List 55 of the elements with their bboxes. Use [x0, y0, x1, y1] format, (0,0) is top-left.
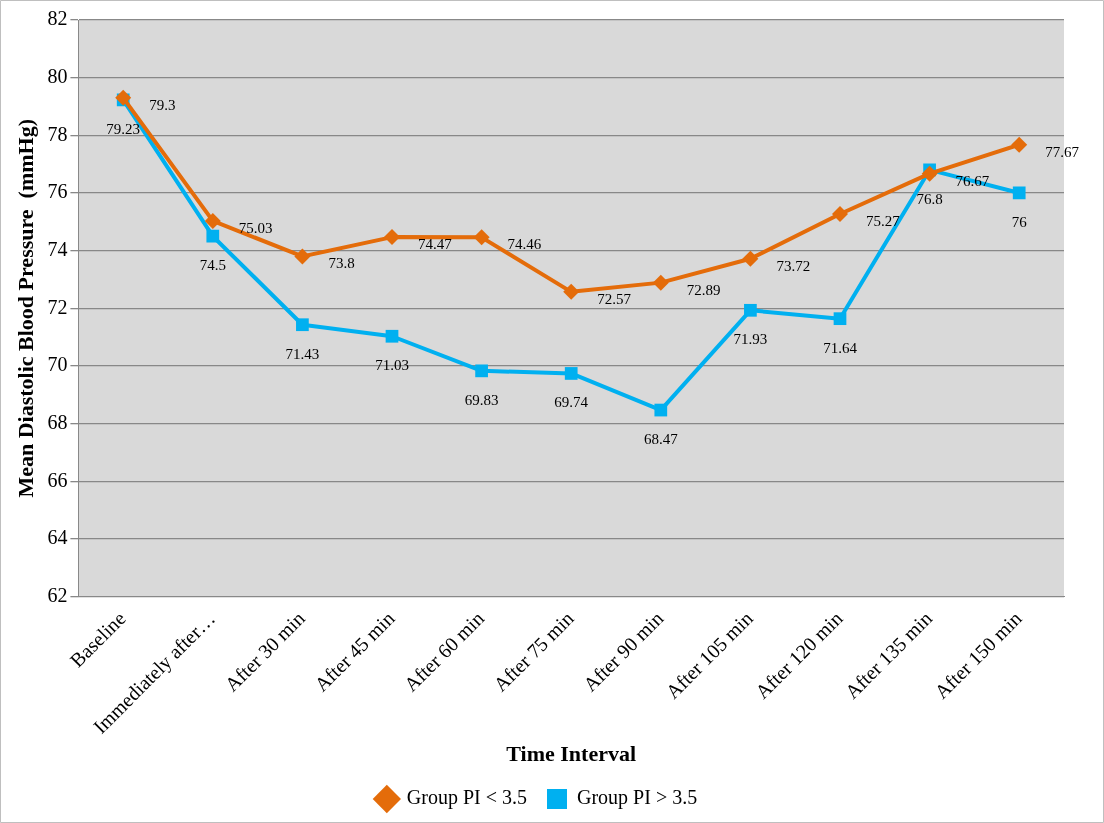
y-tick-label: 74	[47, 237, 68, 260]
data-label: 75.03	[238, 219, 273, 236]
data-label: 71.64	[823, 339, 858, 356]
point	[654, 403, 668, 417]
legend-label: Group PI < 3.5	[406, 786, 528, 810]
point	[564, 367, 578, 380]
y-tick-label: 72	[47, 295, 68, 318]
data-label: 72.57	[597, 290, 632, 307]
data-label: 79.3	[149, 96, 176, 113]
y-tick-label: 62	[47, 583, 68, 606]
point	[833, 312, 847, 326]
data-label: 79.23	[106, 120, 141, 137]
point	[921, 165, 938, 182]
x-axis-title: Time Interval	[506, 741, 637, 767]
y-tick-label: 76	[47, 180, 68, 203]
point	[563, 283, 580, 300]
data-label: 69.83	[464, 391, 499, 408]
data-label: 74.5	[199, 257, 226, 274]
point	[1011, 136, 1028, 153]
data-label: 69.74	[554, 394, 589, 411]
point	[473, 229, 490, 246]
data-label: 71.43	[285, 345, 320, 362]
y-tick-label: 64	[47, 526, 68, 549]
data-label: 76	[1011, 213, 1028, 230]
point	[744, 303, 757, 317]
y-tick-label: 80	[47, 64, 68, 87]
y-tick-label: 68	[47, 410, 68, 433]
point	[475, 364, 488, 378]
y-axis-title: Mean Diastolic Blood Pressure (mmHg)	[12, 118, 38, 498]
point	[206, 229, 220, 243]
point	[385, 329, 399, 343]
point	[1012, 186, 1026, 200]
point	[204, 212, 221, 229]
legend-label: Group PI > 3.5	[577, 786, 698, 810]
point	[832, 206, 848, 223]
data-label: 74.47	[418, 236, 453, 253]
data-label: 76.8	[916, 190, 943, 207]
data-label: 72.89	[686, 281, 721, 298]
point	[742, 250, 759, 267]
data-label: 77.67	[1045, 143, 1080, 160]
point	[115, 89, 132, 106]
data-label: 68.47	[643, 430, 679, 447]
point	[294, 248, 311, 265]
point	[652, 274, 669, 291]
data-label: 73.8	[328, 255, 355, 272]
data-label: 71.03	[375, 357, 409, 374]
y-tick-label: 82	[47, 7, 68, 30]
data-label: 71.93	[733, 331, 768, 348]
point	[384, 229, 400, 246]
y-tick-label: 70	[47, 353, 68, 376]
y-tick-label: 78	[47, 122, 68, 145]
data-label: 73.72	[776, 257, 811, 274]
point	[296, 318, 309, 332]
data-label: 74.46	[507, 236, 542, 253]
y-tick-label: 66	[47, 468, 68, 491]
